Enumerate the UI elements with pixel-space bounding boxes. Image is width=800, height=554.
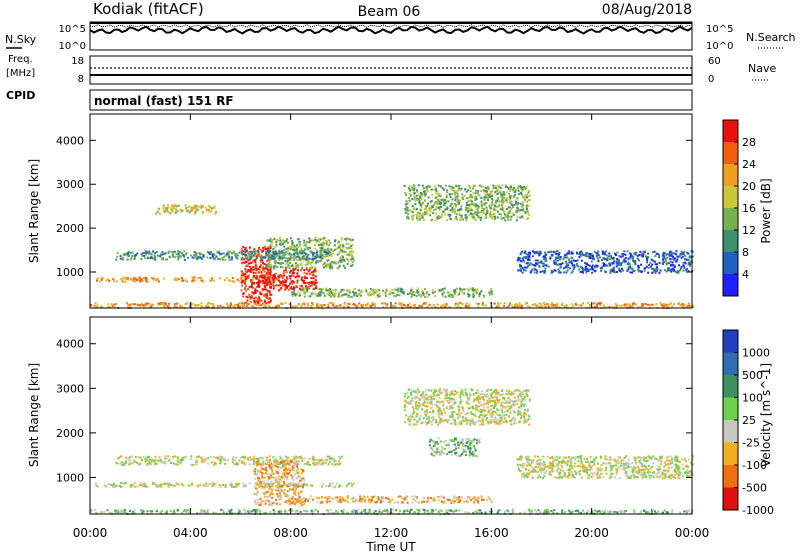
colorbar-tick-0: 1000 <box>742 347 770 360</box>
nave-label: Nave <box>748 62 776 75</box>
y-tick-label-0: 1000 <box>56 266 84 279</box>
cpid-text: normal (fast) 151 RF <box>94 94 234 108</box>
colorbar-swatch-4 <box>723 397 738 420</box>
colorbar-tick-4: -25 <box>742 437 760 450</box>
colorbar-swatch-4 <box>723 186 738 208</box>
y-tick-label-1: 2000 <box>56 427 84 440</box>
colorbar-tick-0: 4 <box>742 268 749 281</box>
velocity-marks <box>90 388 694 516</box>
freq-tick-top: 18 <box>71 56 84 67</box>
colorbar-swatch-2 <box>723 230 738 252</box>
colorbar-swatch-3 <box>723 208 738 230</box>
x-tick-label-5: 20:00 <box>574 526 609 540</box>
x-axis-label: Time UT <box>365 540 416 554</box>
frequency-panel: Freq. [MHz] 18 8 60 0 Nave <box>6 54 776 85</box>
freq-tick-bottom: 8 <box>78 74 84 85</box>
colorbar-swatch-1 <box>723 465 738 488</box>
colorbar-swatch-1 <box>723 252 738 274</box>
colorbar-tick-5: -100 <box>742 459 767 472</box>
x-tick-label-6: 00:00 <box>675 526 710 540</box>
velocity-panel: 1000 2000 3000 4000 Slant Range [km] 1000 50… <box>27 316 774 517</box>
scatter-feature-6 <box>403 184 531 222</box>
scatter-feature-4 <box>516 455 694 480</box>
scatter-feature-1 <box>261 267 318 292</box>
scatter-feature-3 <box>403 388 531 426</box>
noise-right-tick-top: 10^5 <box>706 24 733 35</box>
power-panel: 1000 2000 3000 4000 Slant Range [km] 4 8 12 16… <box>27 113 773 310</box>
y-tick-label-2: 3000 <box>56 382 84 395</box>
noise-search-line <box>89 24 693 28</box>
power-ylabel: Slant Range [km] <box>27 159 41 263</box>
colorbar-swatch-2 <box>723 442 738 465</box>
cpid-label: CPID <box>6 89 35 102</box>
noise-right-tick-bottom: 10^0 <box>706 41 733 52</box>
scatter-feature-2 <box>240 245 273 305</box>
colorbar-tick-2: 100 <box>742 392 763 405</box>
y-tick-label-0: 1000 <box>56 471 84 484</box>
power-colorbar-label: Power [dB] <box>759 178 773 243</box>
y-tick-label-2: 3000 <box>56 178 84 191</box>
noise-sky-label: N.Sky <box>5 33 37 46</box>
x-tick-label-4: 16:00 <box>474 526 509 540</box>
colorbar-tick-2: 12 <box>742 224 756 237</box>
colorbar-swatch-5 <box>723 164 738 186</box>
x-tick-label-2: 08:00 <box>273 526 308 540</box>
freq-label-1: Freq. <box>8 54 33 65</box>
colorbar-tick-1: 500 <box>742 369 763 382</box>
date-title: 08/Aug/2018 <box>602 2 692 18</box>
scatter-feature-9 <box>291 287 494 299</box>
velocity-ylabel: Slant Range [km] <box>27 363 41 467</box>
scatter-feature-5 <box>155 204 218 215</box>
x-axis: 00:00 04:00 08:00 12:00 16:00 20:00 00:00 <box>73 526 710 540</box>
scatter-feature-7 <box>516 250 694 274</box>
colorbar-tick-1: 8 <box>742 246 749 259</box>
colorbar-swatch-6 <box>723 142 738 164</box>
y-tick-label-3: 4000 <box>56 338 84 351</box>
freq-label-2: [MHz] <box>6 68 35 79</box>
x-tick-label-1: 04:00 <box>173 526 208 540</box>
scatter-feature-1 <box>115 455 343 467</box>
x-tick-label-0: 00:00 <box>73 526 108 540</box>
y-tick-label-1: 2000 <box>56 222 84 235</box>
noise-left-tick-bottom: 10^0 <box>59 41 86 52</box>
scatter-feature-2 <box>253 459 306 507</box>
colorbar-tick-7: -1000 <box>742 504 774 517</box>
scatter-feature-0 <box>95 481 355 489</box>
colorbar-swatch-3 <box>723 420 738 443</box>
noise-left-tick-top: 10^5 <box>59 24 86 35</box>
noise-panel: N.Sky 10^5 10^0 10^5 10^0 N.Search <box>5 21 796 52</box>
colorbar-tick-6: -500 <box>742 482 767 495</box>
colorbar-tick-3: 25 <box>742 414 756 427</box>
scatter-feature-4 <box>115 250 330 261</box>
cpid-panel: CPID normal (fast) 151 RF <box>6 89 693 111</box>
velocity-colorbar-label: Velocity [m s^-1] <box>759 363 773 467</box>
colorbar-swatch-5 <box>723 375 738 398</box>
power-marks <box>90 184 694 310</box>
colorbar-swatch-0 <box>723 487 738 510</box>
colorbar-swatch-7 <box>723 330 738 353</box>
colorbar-swatch-7 <box>723 120 738 142</box>
y-tick-label-3: 4000 <box>56 134 84 147</box>
station-title: Kodiak (fitACF) <box>93 0 204 18</box>
scatter-feature-3 <box>265 236 355 270</box>
colorbar-tick-5: 24 <box>742 158 756 171</box>
colorbar-tick-6: 28 <box>742 136 756 149</box>
beam-title: Beam 06 <box>358 4 421 20</box>
x-tick-label-3: 12:00 <box>374 526 409 540</box>
nave-tick-top: 60 <box>708 56 721 67</box>
noise-sky-line <box>89 25 693 35</box>
colorbar-tick-4: 20 <box>742 180 756 193</box>
colorbar-swatch-0 <box>723 274 738 296</box>
scatter-feature-7 <box>292 495 493 504</box>
colorbar-swatch-6 <box>723 352 738 375</box>
colorbar-tick-3: 16 <box>742 202 756 215</box>
nave-tick-bottom: 0 <box>708 74 714 85</box>
noise-search-label: N.Search <box>746 31 796 44</box>
scatter-feature-6 <box>428 437 481 458</box>
